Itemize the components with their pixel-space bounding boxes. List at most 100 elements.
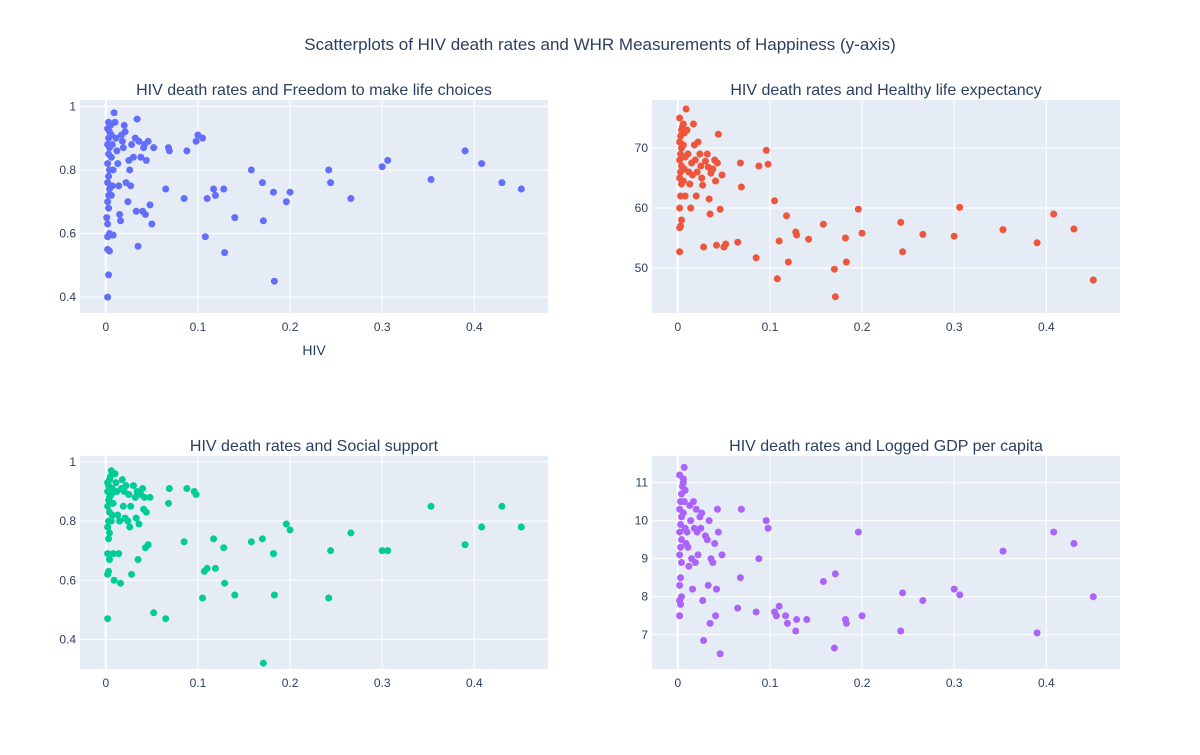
data-point <box>679 177 687 185</box>
data-point <box>128 141 136 149</box>
data-point <box>144 137 152 145</box>
data-point <box>269 550 277 558</box>
data-point <box>709 559 717 566</box>
data-point <box>162 615 170 623</box>
data-point <box>498 179 506 187</box>
data-point <box>685 562 693 570</box>
data-point <box>384 156 392 164</box>
data-point <box>104 220 112 228</box>
y-tick-label: 0.4 <box>59 290 76 304</box>
data-point <box>378 163 386 171</box>
data-point <box>183 485 191 493</box>
subplot-3: 0.4 0.6 0.8 1 0 0.1 0.2 0.3 0.4 HIV death rates a… <box>59 438 548 690</box>
data-point <box>919 230 927 238</box>
figure-title: Scatterplots of HIV death rates and WHR … <box>304 35 895 54</box>
data-point <box>259 659 267 667</box>
data-point <box>1033 239 1041 247</box>
data-point <box>104 570 112 578</box>
y-tick-label: 1 <box>69 99 76 113</box>
x-tick-label: 0 <box>102 320 109 334</box>
data-point <box>347 195 355 203</box>
data-point <box>131 493 139 501</box>
y-tick-label: 0.4 <box>59 632 76 646</box>
data-point <box>684 150 692 158</box>
data-point <box>771 197 779 205</box>
data-point <box>286 526 294 534</box>
data-point <box>112 134 120 142</box>
x-tick-label: 0.4 <box>1038 320 1055 334</box>
data-point <box>676 471 684 479</box>
data-point <box>164 499 172 507</box>
data-point <box>110 109 118 117</box>
data-point <box>427 502 435 510</box>
data-point <box>478 160 486 168</box>
data-point <box>129 153 137 161</box>
y-tick-label: 0.6 <box>59 227 76 241</box>
data-point <box>325 166 333 174</box>
data-point <box>764 160 772 168</box>
data-point <box>107 153 115 161</box>
x-tick-label: 0.3 <box>946 676 963 690</box>
data-point <box>517 185 525 193</box>
data-point <box>716 650 724 658</box>
data-point <box>689 120 697 128</box>
data-point <box>211 564 219 572</box>
data-point <box>384 547 392 555</box>
data-point <box>116 210 124 218</box>
data-point <box>819 220 827 228</box>
y-tick-label: 11 <box>636 476 649 490</box>
data-point <box>113 147 121 155</box>
data-point <box>199 594 207 602</box>
data-point <box>427 175 435 183</box>
data-point <box>722 240 730 248</box>
data-point <box>713 505 721 513</box>
data-point <box>703 150 711 158</box>
data-point <box>107 517 115 525</box>
plot-area <box>80 456 548 669</box>
data-point <box>282 198 290 206</box>
data-point <box>691 156 699 164</box>
data-point <box>111 118 119 126</box>
subplot-title: HIV death rates and Freedom to make life… <box>136 82 492 99</box>
data-point <box>105 556 113 564</box>
data-point <box>148 220 156 228</box>
data-point <box>128 570 136 578</box>
y-tick-label: 1 <box>69 455 76 469</box>
data-point <box>677 543 685 551</box>
data-point <box>104 550 112 558</box>
data-point <box>127 182 135 190</box>
data-point <box>124 198 132 206</box>
data-point <box>689 498 697 506</box>
data-point <box>714 528 722 536</box>
data-point <box>134 556 142 564</box>
data-point <box>712 177 720 185</box>
data-point <box>764 524 772 532</box>
data-point <box>118 476 126 484</box>
data-point <box>282 520 290 528</box>
data-point <box>677 574 685 582</box>
data-point <box>683 126 691 134</box>
plot-area <box>80 100 548 313</box>
data-point <box>104 479 112 487</box>
data-point <box>783 619 791 627</box>
data-point <box>956 203 964 211</box>
data-point <box>783 212 791 220</box>
data-point <box>180 538 188 546</box>
data-point <box>221 249 229 257</box>
data-point <box>784 258 792 266</box>
data-point <box>111 470 119 478</box>
data-point <box>107 490 115 498</box>
data-point <box>105 529 113 537</box>
data-point <box>676 204 684 212</box>
data-point <box>1089 276 1097 284</box>
data-point <box>697 524 705 532</box>
data-point <box>736 159 744 167</box>
data-point <box>689 585 697 593</box>
data-point <box>677 559 685 566</box>
data-point <box>736 574 744 582</box>
data-point <box>676 551 684 559</box>
data-point <box>899 248 907 256</box>
data-point <box>325 594 333 602</box>
data-point <box>698 174 706 182</box>
